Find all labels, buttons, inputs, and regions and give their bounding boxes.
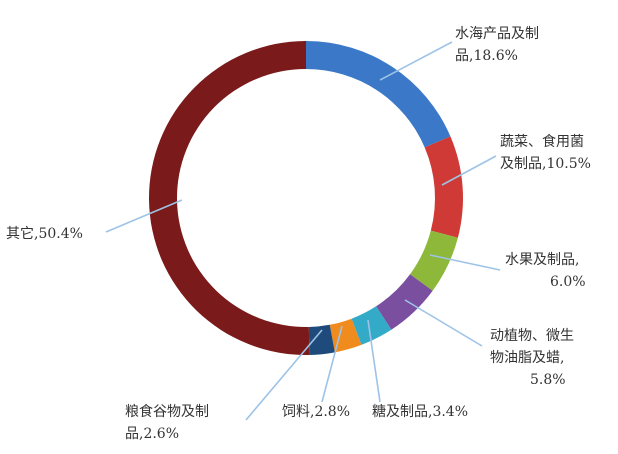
data-label-2: 水果及制品, 6.0% <box>505 252 586 290</box>
slice-0 <box>306 41 451 148</box>
data-label-line: 水海产品及制 <box>455 26 539 42</box>
data-label-line: 水果及制品, <box>505 252 579 268</box>
leader-line-1 <box>441 155 497 186</box>
data-label-7: 其它,50.4% <box>6 225 83 242</box>
data-label-1: 蔬菜、食用菌及制品,10.5% <box>500 133 591 172</box>
leader-line-2 <box>429 254 501 271</box>
data-label-line: 及制品,10.5% <box>500 156 591 172</box>
data-label-5: 饲料,2.8% <box>282 404 350 420</box>
data-label-line: 品,2.6% <box>125 426 179 442</box>
slice-3 <box>376 274 433 330</box>
leader-line-4 <box>367 319 381 403</box>
data-label-line: 品,18.6% <box>455 48 518 64</box>
data-label-line: 动植物、微生 <box>490 328 574 344</box>
slice-1 <box>424 136 463 238</box>
data-label-line: 糖及制品,3.4% <box>372 404 468 420</box>
slice-7 <box>149 41 310 355</box>
data-label-line: 6.0% <box>550 274 586 290</box>
leader-line-6 <box>245 329 323 421</box>
data-label-line: 物油脂及蜡, <box>490 350 564 366</box>
data-label-line: 饲料,2.8% <box>282 404 350 420</box>
data-label-line: 蔬菜、食用菌 <box>500 133 584 150</box>
slice-2 <box>410 230 458 291</box>
data-label-line: 其它,50.4% <box>6 225 83 242</box>
slice-6 <box>308 324 335 355</box>
leader-line-3 <box>404 299 483 347</box>
slice-4 <box>351 306 392 345</box>
data-label-0: 水海产品及制品,18.6% <box>455 26 539 64</box>
leader-line-0 <box>379 41 453 81</box>
data-label-6: 粮食谷物及制品,2.6% <box>125 403 209 442</box>
leader-line-7 <box>105 199 183 233</box>
data-label-line: 5.8% <box>530 372 566 388</box>
data-label-line: 粮食谷物及制 <box>125 403 209 420</box>
data-label-3: 动植物、微生物油脂及蜡, 5.8% <box>490 328 574 388</box>
leader-line-5 <box>321 325 343 403</box>
data-label-4: 糖及制品,3.4% <box>372 404 468 420</box>
